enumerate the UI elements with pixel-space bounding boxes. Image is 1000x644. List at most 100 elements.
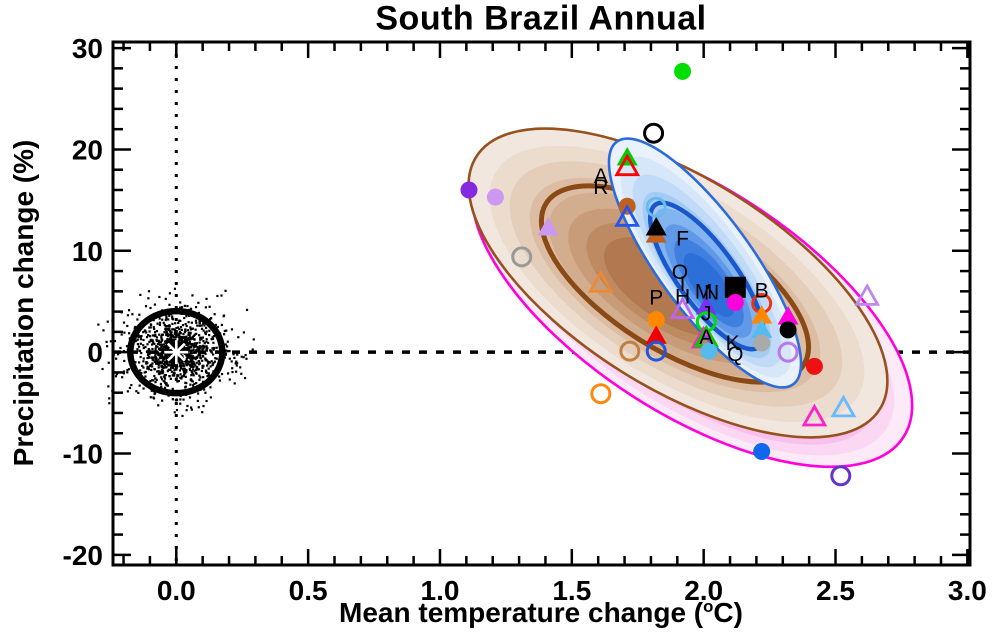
scatter-dot <box>136 338 139 341</box>
model-marker-circle <box>777 341 799 363</box>
scatter-dot <box>231 367 234 370</box>
scatter-dot <box>194 319 198 322</box>
scatter-dot <box>171 334 174 337</box>
scatter-dot <box>190 356 194 359</box>
scatter-dot <box>191 294 194 297</box>
scatter-dot <box>149 379 152 383</box>
scatter-dot <box>204 352 207 355</box>
scatter-dot <box>228 357 231 360</box>
scatter-dot <box>194 371 197 374</box>
scatter-dot <box>175 327 178 330</box>
scatter-dot <box>179 326 183 329</box>
scatter-dot <box>207 367 210 370</box>
scatter-dot <box>169 360 172 363</box>
scatter-dot <box>165 339 168 343</box>
scatter-dot <box>172 328 175 331</box>
scatter-dot <box>181 375 184 378</box>
scatter-dot <box>197 392 200 395</box>
scatter-dot <box>138 313 141 316</box>
scatter-dot <box>192 348 195 351</box>
scatter-dot <box>136 343 140 346</box>
scatter-dot <box>189 336 192 339</box>
scatter-dot <box>158 343 162 346</box>
scatter-dot <box>205 340 208 343</box>
scatter-dot <box>208 305 211 308</box>
scatter-dot <box>201 336 204 339</box>
scatter-dot <box>181 414 184 418</box>
scatter-dot <box>185 361 188 364</box>
scatter-dot <box>206 360 209 363</box>
scatter-dot <box>199 336 202 339</box>
scatter-dot <box>199 346 202 349</box>
scatter-dot <box>190 379 193 382</box>
scatter-dot <box>172 336 175 339</box>
scatter-dot <box>186 348 189 351</box>
x-tick-label: 2.0 <box>684 575 723 606</box>
scatter-dot <box>179 332 182 335</box>
scatter-dot <box>167 353 170 357</box>
scatter-dot <box>197 363 200 366</box>
scatter-dot <box>185 340 189 343</box>
scatter-dot <box>252 338 255 341</box>
scatter-dot <box>161 360 164 363</box>
scatter-dot <box>160 378 164 381</box>
scatter-dot <box>222 314 226 317</box>
model-marker-triangle <box>537 216 559 236</box>
scatter-dot <box>209 396 212 399</box>
scatter-dot <box>108 397 111 400</box>
scatter-dot <box>236 353 239 356</box>
scatter-dot <box>179 398 182 401</box>
scatter-dot <box>147 334 150 337</box>
scatter-dot <box>139 355 142 359</box>
scatter-dot <box>198 341 201 344</box>
scatter-dot <box>187 331 190 334</box>
scatter-dot <box>163 386 167 389</box>
scatter-dot <box>160 339 164 342</box>
scatter-dot <box>196 355 199 358</box>
scatter-dot <box>142 346 145 350</box>
scatter-dot <box>220 294 223 297</box>
scatter-dot <box>189 354 192 357</box>
scatter-dot <box>177 334 180 337</box>
scatter-dot <box>194 328 197 331</box>
scatter-dot <box>187 356 190 359</box>
scatter-dot <box>163 374 166 377</box>
y-tick-label: 0 <box>87 337 103 368</box>
scatter-dot <box>162 345 166 349</box>
scatter-dot <box>176 326 180 329</box>
scatter-dot <box>170 335 173 338</box>
scatter-dot <box>183 364 186 367</box>
scatter-dot <box>161 348 165 351</box>
scatter-dot <box>146 350 149 353</box>
blue-density-ellipse-7 <box>683 253 735 317</box>
scatter-dot <box>192 384 195 387</box>
scatter-dot <box>198 334 201 337</box>
scatter-dot <box>237 336 240 339</box>
x-tick-label: 0.0 <box>157 575 196 606</box>
scatter-dot <box>200 324 203 327</box>
scatter-dot <box>199 376 202 379</box>
model-marker-circle <box>647 311 665 329</box>
scatter-dot <box>161 355 164 358</box>
scatter-dot <box>160 365 164 368</box>
scatter-dot <box>164 328 167 332</box>
scatter-dot <box>187 343 190 346</box>
scatter-dot <box>139 342 142 345</box>
scatter-dot <box>189 343 193 346</box>
scatter-dot <box>125 345 129 348</box>
scatter-dot <box>188 355 192 358</box>
scatter-dot <box>171 358 175 361</box>
scatter-dot <box>185 324 188 328</box>
scatter-dot <box>153 331 157 334</box>
scatter-dot <box>177 321 180 325</box>
scatter-dot <box>199 350 202 354</box>
scatter-dot <box>169 377 172 380</box>
scatter-dot <box>145 361 148 364</box>
scatter-dot <box>178 332 181 335</box>
scatter-dot <box>191 372 194 375</box>
scatter-dot <box>137 345 141 348</box>
scatter-dot <box>214 323 217 327</box>
scatter-dot <box>172 339 175 342</box>
scatter-dot <box>153 351 156 354</box>
scatter-dot <box>126 324 129 328</box>
